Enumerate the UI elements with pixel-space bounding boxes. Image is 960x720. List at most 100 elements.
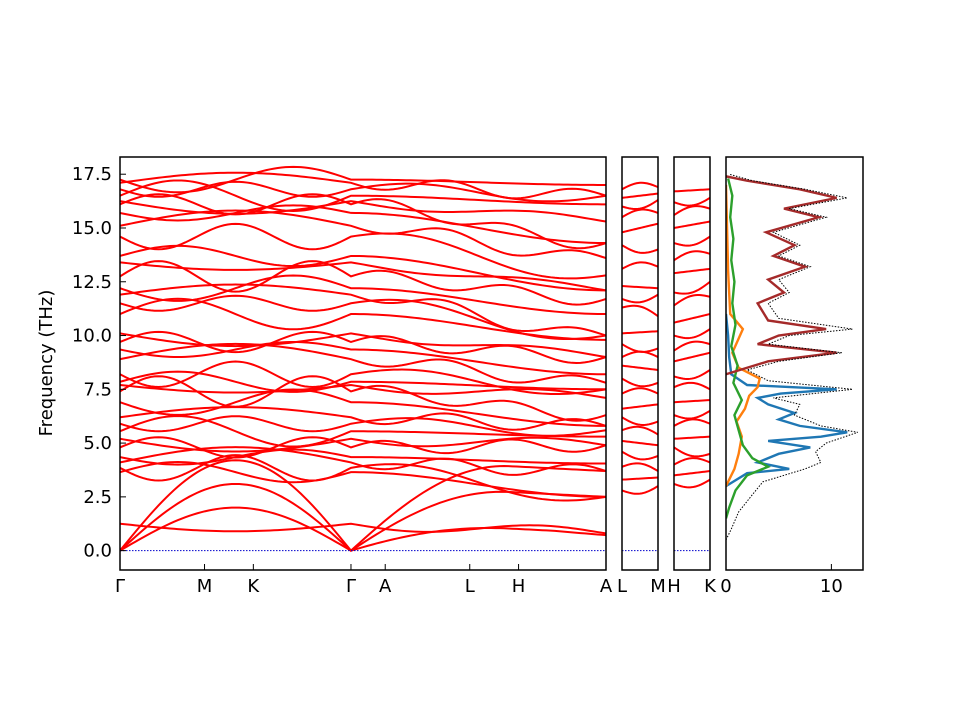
band-line	[120, 165, 606, 194]
x-tick-label: Γ	[115, 576, 125, 597]
band-line	[674, 313, 710, 324]
band-line	[622, 476, 658, 481]
dos-partial-line	[726, 175, 837, 376]
band-line	[674, 340, 710, 352]
x-tick-label: 0	[720, 576, 731, 597]
band-line	[622, 192, 658, 199]
y-axis: 0.0 2.5 5.0 7.5 10.0 12.5 15.0 17.5	[72, 164, 126, 562]
l-m-frame	[621, 156, 659, 571]
y-tick-label: 2.5	[83, 487, 112, 508]
band-line	[120, 448, 606, 466]
band-line	[120, 171, 606, 200]
band-line	[120, 283, 606, 337]
band-line	[622, 181, 658, 191]
band-line	[120, 180, 606, 203]
x-tick-label: K	[704, 576, 717, 597]
band-line	[622, 403, 658, 410]
band-line	[120, 204, 606, 245]
band-line	[120, 274, 606, 316]
dos-frame	[725, 156, 864, 571]
band-line	[120, 260, 606, 306]
band-line	[674, 418, 710, 427]
band-line	[120, 406, 606, 431]
band-line	[622, 485, 658, 495]
band-line	[674, 470, 710, 477]
band-line	[120, 388, 606, 427]
x-tick-label: M	[650, 576, 666, 597]
band-line	[622, 416, 658, 426]
band-line	[120, 436, 606, 453]
y-tick-label: 5.0	[83, 433, 112, 454]
band-line	[622, 304, 658, 317]
band-line	[622, 293, 658, 304]
band-structure-frame	[119, 156, 607, 571]
band-line	[120, 244, 606, 292]
x-tick-label: L	[465, 576, 475, 597]
x-tick-label: K	[247, 576, 260, 597]
band-line	[622, 377, 658, 388]
y-tick-label: 12.5	[72, 272, 112, 293]
band-line	[120, 294, 606, 341]
band-line	[120, 454, 606, 502]
band-line	[120, 200, 606, 223]
band-line	[622, 222, 658, 234]
band-line	[674, 446, 710, 458]
band-line	[622, 462, 658, 472]
x-tick-label: A	[379, 576, 392, 597]
band-line	[674, 250, 710, 262]
band-line	[120, 179, 606, 212]
band-line	[622, 330, 658, 335]
band-line	[674, 205, 710, 216]
band-line	[622, 425, 658, 436]
dos-partial-line	[726, 178, 771, 519]
y-axis-label: Frequency (THz)	[36, 290, 57, 437]
x-tick-label: Γ	[346, 576, 356, 597]
x-tick-label: H	[667, 576, 681, 597]
band-line	[120, 370, 606, 393]
band-line	[674, 457, 710, 466]
band-line	[622, 199, 658, 211]
y-tick-label: 15.0	[72, 218, 112, 239]
band-line	[120, 415, 606, 437]
band-line	[120, 360, 606, 396]
dos-total-line	[726, 173, 858, 541]
band-line	[622, 450, 658, 461]
band-line	[120, 261, 606, 292]
band-line	[622, 244, 658, 254]
x-tick-label: H	[512, 576, 526, 597]
band-line	[674, 328, 710, 340]
x-tick-label: M	[197, 576, 213, 597]
band-line	[120, 384, 606, 399]
band-line	[120, 332, 606, 359]
band-line	[120, 414, 606, 448]
band-line	[120, 193, 606, 250]
dos-partial-line	[726, 313, 848, 488]
dos-panel: 0 10	[720, 156, 864, 597]
band-line	[622, 439, 658, 447]
band-line	[674, 188, 710, 193]
band-line	[674, 478, 710, 489]
band-line	[120, 436, 606, 459]
band-line	[120, 342, 606, 384]
band-line	[120, 522, 606, 535]
band-line	[674, 280, 710, 295]
x-tick-label: L	[617, 576, 627, 597]
band-line	[622, 364, 658, 371]
y-tick-label: 0.0	[83, 541, 112, 562]
x-tick-label: A	[600, 576, 613, 597]
band-line	[674, 399, 710, 404]
band-line	[674, 409, 710, 420]
h-k-frame	[673, 156, 711, 571]
band-line	[674, 369, 710, 380]
y-tick-label: 17.5	[72, 164, 112, 185]
band-line	[622, 343, 658, 353]
band-line	[674, 197, 710, 207]
band-line	[120, 222, 606, 280]
y-tick-label: 10.0	[72, 326, 112, 347]
band-line	[674, 294, 710, 307]
band-line	[674, 435, 710, 440]
